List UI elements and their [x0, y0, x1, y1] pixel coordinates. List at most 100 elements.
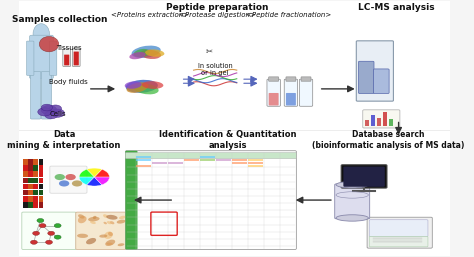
FancyBboxPatch shape — [284, 79, 298, 106]
Circle shape — [30, 240, 37, 244]
Bar — [389, 119, 393, 126]
Text: Data
mining & interpretation: Data mining & interpretation — [8, 130, 121, 150]
Ellipse shape — [108, 215, 115, 221]
Circle shape — [41, 104, 53, 111]
Bar — [39, 196, 44, 201]
Bar — [23, 165, 28, 171]
Ellipse shape — [116, 230, 127, 236]
Ellipse shape — [102, 235, 107, 237]
Ellipse shape — [125, 81, 142, 89]
Wedge shape — [87, 168, 102, 177]
FancyBboxPatch shape — [49, 41, 57, 75]
Ellipse shape — [134, 49, 150, 57]
Text: ✂: ✂ — [205, 47, 212, 56]
Ellipse shape — [103, 238, 106, 241]
Circle shape — [59, 180, 69, 187]
Circle shape — [54, 235, 61, 239]
Text: Tissues: Tissues — [55, 45, 81, 51]
Circle shape — [46, 240, 53, 244]
Bar — [28, 165, 33, 171]
Bar — [39, 159, 44, 165]
Text: <Protease digestion>: <Protease digestion> — [179, 12, 256, 18]
Circle shape — [38, 108, 52, 116]
Wedge shape — [79, 177, 94, 185]
Bar — [28, 178, 33, 183]
Ellipse shape — [105, 216, 110, 221]
FancyBboxPatch shape — [364, 111, 396, 127]
Text: Peptide preparation: Peptide preparation — [166, 3, 269, 12]
FancyBboxPatch shape — [300, 79, 313, 106]
FancyBboxPatch shape — [363, 110, 400, 128]
Text: LC-MS analysis: LC-MS analysis — [358, 3, 435, 12]
Text: Database search
(bioinformatic analysis of MS data): Database search (bioinformatic analysis … — [311, 130, 464, 150]
FancyBboxPatch shape — [126, 152, 296, 159]
Text: Identification & Quantitation
analysis: Identification & Quantitation analysis — [159, 130, 297, 150]
FancyBboxPatch shape — [76, 212, 126, 249]
Bar — [232, 164, 247, 167]
FancyBboxPatch shape — [64, 55, 69, 65]
FancyBboxPatch shape — [73, 49, 80, 66]
Bar — [200, 162, 215, 164]
Ellipse shape — [98, 215, 101, 218]
FancyBboxPatch shape — [269, 93, 279, 105]
Bar — [136, 159, 151, 161]
Bar — [232, 156, 247, 158]
Ellipse shape — [97, 218, 101, 222]
Bar — [23, 171, 28, 177]
Ellipse shape — [114, 219, 122, 225]
Bar — [216, 164, 231, 167]
FancyBboxPatch shape — [301, 77, 311, 81]
FancyBboxPatch shape — [286, 77, 296, 81]
Circle shape — [41, 105, 57, 115]
Bar — [23, 178, 28, 183]
FancyBboxPatch shape — [374, 69, 389, 94]
FancyBboxPatch shape — [41, 71, 52, 119]
FancyBboxPatch shape — [18, 130, 452, 257]
Ellipse shape — [132, 45, 161, 58]
Bar — [383, 112, 387, 126]
Bar — [34, 184, 38, 189]
Ellipse shape — [75, 228, 87, 234]
FancyBboxPatch shape — [286, 93, 296, 105]
Ellipse shape — [87, 218, 94, 224]
Bar — [371, 115, 375, 126]
Ellipse shape — [109, 243, 114, 247]
FancyBboxPatch shape — [73, 52, 79, 65]
Bar — [365, 120, 369, 126]
FancyBboxPatch shape — [341, 165, 387, 188]
Circle shape — [33, 231, 39, 235]
FancyBboxPatch shape — [356, 41, 393, 101]
Bar — [136, 162, 151, 164]
Wedge shape — [87, 177, 102, 186]
Ellipse shape — [140, 50, 161, 59]
Bar — [23, 190, 28, 196]
Bar — [248, 159, 263, 161]
Circle shape — [65, 174, 76, 180]
FancyBboxPatch shape — [269, 77, 279, 81]
Bar — [28, 159, 33, 165]
Bar — [34, 196, 38, 201]
Wedge shape — [79, 169, 94, 177]
Ellipse shape — [134, 84, 159, 94]
Text: Samples collection: Samples collection — [12, 15, 108, 24]
FancyBboxPatch shape — [367, 217, 432, 248]
Circle shape — [55, 174, 65, 180]
Text: In solution
or in gel: In solution or in gel — [198, 63, 233, 76]
FancyBboxPatch shape — [358, 61, 374, 94]
FancyBboxPatch shape — [369, 236, 428, 247]
Ellipse shape — [85, 223, 91, 228]
Bar — [248, 162, 263, 164]
Ellipse shape — [336, 215, 368, 221]
Bar — [168, 164, 183, 167]
Ellipse shape — [78, 232, 84, 237]
FancyBboxPatch shape — [126, 151, 137, 249]
Ellipse shape — [82, 223, 86, 226]
FancyBboxPatch shape — [126, 151, 296, 249]
Ellipse shape — [145, 49, 164, 57]
Bar — [39, 190, 44, 196]
FancyBboxPatch shape — [335, 184, 370, 219]
Ellipse shape — [92, 227, 101, 233]
Bar — [34, 159, 38, 165]
Bar — [377, 117, 381, 126]
Text: <Proteins extraction>: <Proteins extraction> — [111, 12, 190, 18]
